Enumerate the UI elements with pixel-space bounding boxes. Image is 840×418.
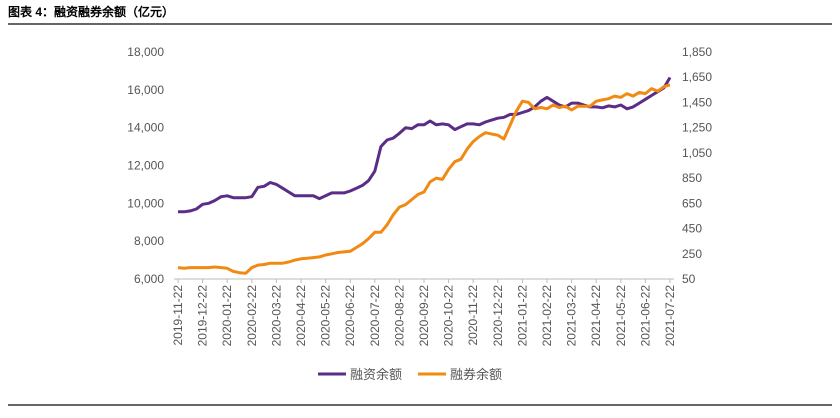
y-tick-label: 12,000 — [127, 159, 164, 173]
x-tick-label: 2019-12-22 — [196, 285, 210, 347]
legend-label: 融资余额 — [350, 367, 402, 382]
y-tick-label: 14,000 — [127, 121, 164, 135]
y2-tick-label: 450 — [682, 222, 702, 236]
x-tick-label: 2020-01-22 — [220, 285, 234, 347]
y-tick-label: 10,000 — [127, 196, 164, 210]
x-tick-label: 2020-04-22 — [294, 285, 308, 347]
x-tick-label: 2020-07-22 — [368, 285, 382, 347]
legend-label: 融券余额 — [450, 367, 502, 382]
x-tick-label: 2020-08-22 — [392, 285, 406, 347]
y-tick-label: 6,000 — [134, 272, 164, 286]
line-series — [177, 83, 671, 275]
y-tick-label: 8,000 — [134, 234, 164, 248]
x-tick-label: 2020-10-22 — [442, 285, 456, 347]
x-tick-label: 2020-06-22 — [343, 285, 357, 347]
y2-tick-label: 1,450 — [682, 95, 712, 109]
x-tick-label: 2020-02-22 — [245, 285, 259, 347]
y2-tick-label: 1,250 — [682, 121, 712, 135]
x-tick-label: 2021-06-22 — [638, 285, 652, 347]
x-tick-label: 2021-05-22 — [614, 285, 628, 347]
x-tick-label: 2021-02-22 — [540, 285, 554, 347]
y-tick-label: 18,000 — [127, 45, 164, 59]
chart-title: 图表 4：融资融券余额（亿元） — [8, 4, 174, 19]
y2-tick-label: 50 — [682, 272, 696, 286]
y-tick-label: 16,000 — [127, 83, 164, 97]
x-tick-label: 2021-04-22 — [589, 285, 603, 347]
y2-tick-label: 1,050 — [682, 146, 712, 160]
x-tick-label: 2021-01-22 — [515, 285, 529, 347]
x-tick-label: 2020-12-22 — [491, 285, 505, 347]
y2-tick-label: 250 — [682, 247, 702, 261]
y2-tick-label: 850 — [682, 171, 702, 185]
x-tick-label: 2021-07-22 — [663, 285, 677, 347]
x-tick-label: 2020-05-22 — [319, 285, 333, 347]
x-tick-label: 2020-09-22 — [417, 285, 431, 347]
y2-tick-label: 1,650 — [682, 70, 712, 84]
x-tick-label: 2019-11-22 — [171, 285, 185, 346]
x-tick-label: 2020-11-22 — [466, 285, 480, 346]
x-tick-label: 2021-03-22 — [565, 285, 579, 347]
y2-tick-label: 1,850 — [682, 45, 712, 59]
x-tick-label: 2020-03-22 — [269, 285, 283, 347]
y2-tick-label: 650 — [682, 196, 702, 210]
